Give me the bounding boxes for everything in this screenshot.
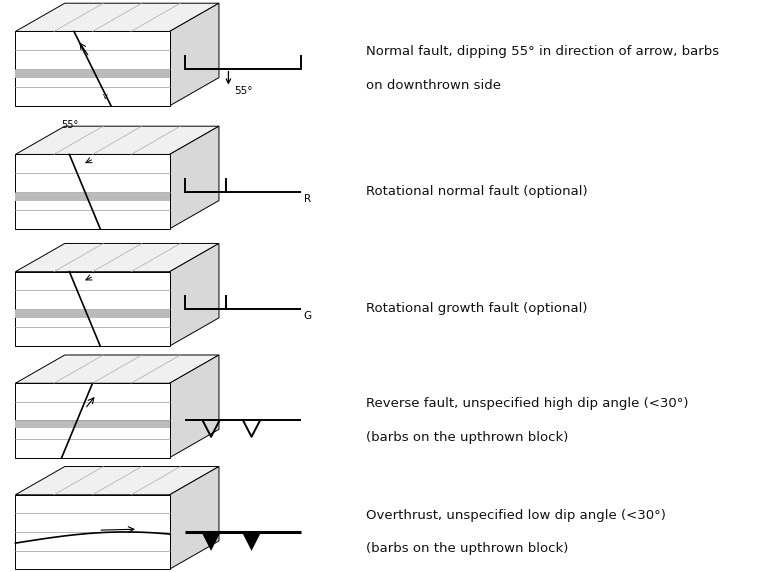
Text: 55°: 55°	[234, 86, 253, 96]
Polygon shape	[170, 126, 219, 229]
Polygon shape	[201, 532, 221, 551]
Text: on downthrown side: on downthrown side	[366, 79, 501, 92]
Text: V: V	[103, 94, 107, 100]
Polygon shape	[170, 3, 219, 106]
Text: Normal fault, dipping 55° in direction of arrow, barbs: Normal fault, dipping 55° in direction o…	[366, 45, 719, 58]
Text: 55°: 55°	[61, 120, 78, 130]
Polygon shape	[15, 70, 170, 78]
Polygon shape	[15, 355, 219, 383]
Polygon shape	[15, 383, 170, 458]
Text: Rotational normal fault (optional): Rotational normal fault (optional)	[366, 185, 588, 198]
Text: Rotational growth fault (optional): Rotational growth fault (optional)	[366, 303, 588, 315]
Polygon shape	[170, 355, 219, 458]
Polygon shape	[15, 420, 170, 428]
Text: G: G	[304, 311, 312, 321]
Polygon shape	[15, 311, 170, 318]
Text: Reverse fault, unspecified high dip angle (<30°): Reverse fault, unspecified high dip angl…	[366, 397, 689, 410]
Polygon shape	[170, 244, 219, 346]
Polygon shape	[242, 532, 261, 551]
Text: (barbs on the upthrown block): (barbs on the upthrown block)	[366, 431, 568, 444]
Text: (barbs on the upthrown block): (barbs on the upthrown block)	[366, 542, 568, 555]
Polygon shape	[15, 154, 170, 229]
Polygon shape	[15, 467, 219, 495]
Polygon shape	[15, 272, 170, 346]
Polygon shape	[15, 31, 170, 106]
Text: R: R	[304, 194, 311, 204]
Polygon shape	[15, 244, 219, 272]
Polygon shape	[170, 467, 219, 569]
Polygon shape	[15, 495, 170, 569]
Polygon shape	[15, 193, 170, 201]
Polygon shape	[15, 3, 219, 31]
Polygon shape	[15, 126, 219, 154]
Text: Overthrust, unspecified low dip angle (<30°): Overthrust, unspecified low dip angle (<…	[366, 509, 666, 522]
